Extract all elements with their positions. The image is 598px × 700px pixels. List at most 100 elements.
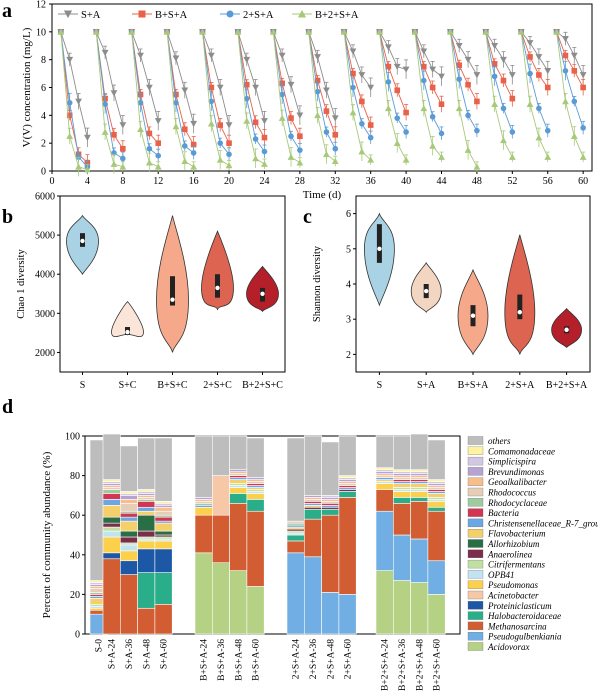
y-tick-label: 4	[41, 111, 46, 122]
data-point	[464, 146, 472, 153]
legend-label: Proteiniclasticum	[487, 601, 552, 611]
data-point	[207, 120, 215, 127]
data-point	[562, 35, 569, 43]
violin-median	[470, 313, 476, 318]
bar-segment-Halobacteroidaceae	[286, 534, 305, 542]
data-point	[137, 125, 144, 133]
series-line	[202, 31, 230, 166]
data-point	[226, 140, 232, 146]
series-line	[60, 31, 88, 163]
legend-swatch	[467, 529, 484, 538]
x-tick-label: 60	[578, 176, 588, 187]
data-point	[84, 134, 91, 141]
legend-swatch	[467, 508, 484, 517]
y-tick-label: 6	[346, 209, 351, 220]
legend-swatch	[467, 549, 484, 558]
legend-swatch	[467, 446, 484, 455]
data-point	[84, 166, 91, 173]
legend-swatch	[467, 611, 484, 620]
data-point	[279, 91, 285, 98]
series-line	[131, 31, 159, 168]
data-point	[225, 162, 233, 169]
legend-label: B+2+S+A	[315, 10, 359, 21]
x-tick-label: 16	[189, 176, 199, 187]
data-point	[455, 42, 463, 50]
bar-segment-Citrifermentans	[102, 526, 121, 532]
bar-segment-Anaerolinea	[102, 522, 121, 528]
legend-swatch	[467, 621, 484, 631]
bar-segment-Allorhizobium	[102, 516, 121, 524]
data-point	[199, 28, 206, 35]
series-line	[343, 31, 371, 161]
series-line	[60, 31, 88, 138]
data-point	[527, 54, 533, 60]
data-point	[226, 151, 232, 158]
data-point	[288, 133, 294, 140]
data-point	[491, 73, 498, 80]
series-line	[485, 31, 513, 158]
violin-median	[125, 329, 130, 335]
data-point	[181, 157, 189, 165]
bar-segment-Acidovorax	[427, 594, 446, 635]
legend-marker	[63, 10, 73, 19]
legend-swatch	[467, 580, 484, 589]
bar-segment-Halobacteroidaceae	[392, 497, 411, 504]
x-tick-label: 44	[437, 176, 447, 187]
legend-marker	[297, 9, 307, 18]
violin-median	[517, 309, 522, 315]
data-point	[181, 87, 189, 94]
y-tick-label: 40	[70, 550, 80, 561]
data-point	[314, 54, 321, 61]
bar-segment-Acidovorax	[212, 562, 230, 635]
panel-a-line-chart: 0 4 8 12 16 20 24 28 32 36 40 44 48 52 56 60024681012Ti…	[21, 0, 593, 201]
data-point	[120, 145, 126, 152]
bar-segment-Pseudogulbenkiania	[338, 594, 357, 635]
bar-segment-others	[102, 433, 121, 480]
legend-swatch	[467, 467, 484, 476]
bar-segment-others	[194, 435, 213, 498]
legend-label: Brevundimonas	[488, 467, 545, 477]
legend-label: Allorhizobium	[487, 539, 540, 549]
data-point	[421, 63, 427, 70]
data-point	[465, 112, 471, 119]
bar-segment-Methanosarcina	[137, 607, 156, 635]
bar-2+S+A-60	[338, 435, 357, 635]
legend-label: others	[488, 436, 511, 446]
legend-swatch	[467, 498, 484, 507]
series-line	[520, 31, 549, 131]
bar-segment-others	[154, 437, 173, 502]
series-B+S+A	[58, 29, 586, 171]
data-point	[207, 52, 215, 59]
bar-segment-Halobacteroidaceae	[427, 506, 446, 512]
series-line	[414, 31, 442, 134]
data-point	[438, 153, 445, 160]
panel-label-a: a	[2, 0, 12, 22]
data-point	[438, 73, 445, 80]
legend-label: Simplicispira	[488, 457, 537, 467]
x-tick-label: B+S+A-36	[217, 639, 227, 681]
data-point	[562, 52, 569, 59]
series-line	[343, 31, 372, 88]
legend-label: Methanosarcina	[487, 621, 547, 631]
data-point	[429, 66, 437, 73]
data-point	[111, 132, 117, 138]
violin-2+S+C	[201, 230, 234, 311]
bar-segment-others	[212, 435, 230, 476]
data-point	[535, 134, 543, 141]
series-line	[272, 31, 301, 151]
data-point	[500, 77, 507, 84]
bar-segment-OPB41	[102, 530, 121, 538]
violin-median	[564, 327, 569, 332]
x-tick-label: 40	[401, 176, 411, 187]
series-line	[272, 31, 301, 164]
data-point	[491, 100, 499, 107]
series-line	[449, 31, 478, 131]
data-point	[243, 81, 250, 88]
data-point	[66, 132, 74, 140]
data-point	[562, 68, 569, 74]
data-point	[580, 125, 586, 131]
bar-segment-Methanosarcina	[375, 489, 394, 512]
data-point	[402, 66, 410, 73]
data-point	[473, 72, 481, 79]
series-line	[414, 31, 442, 77]
